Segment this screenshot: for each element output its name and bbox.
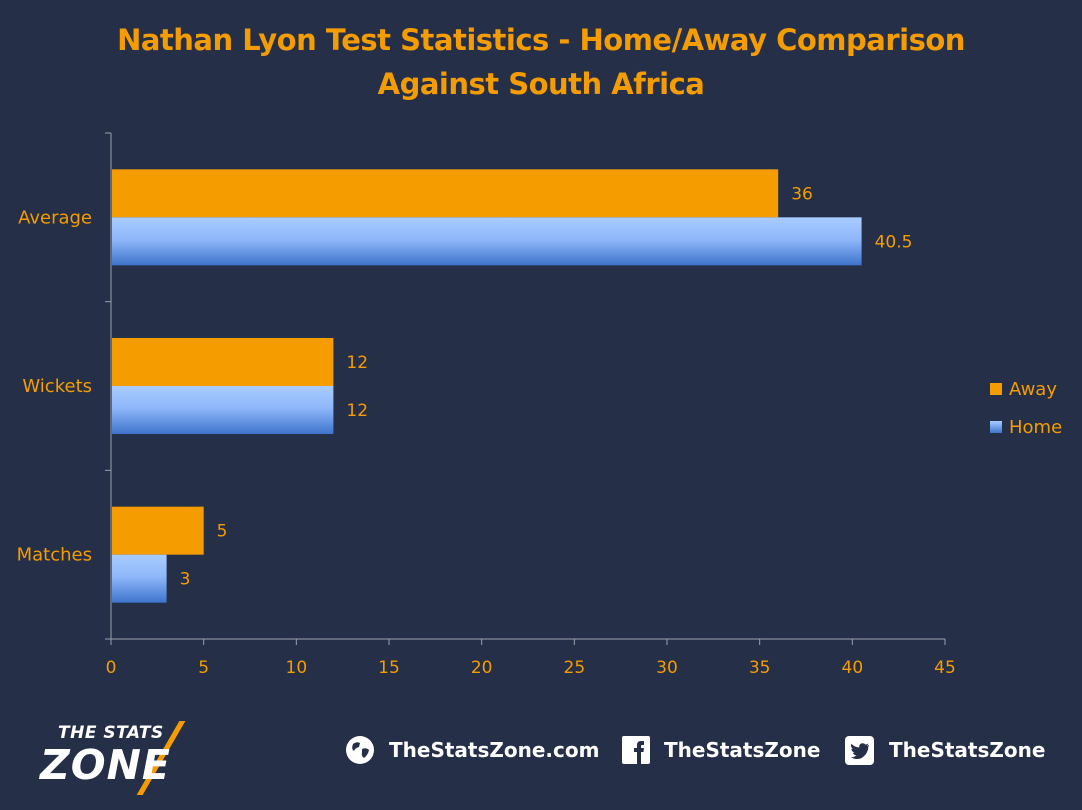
chart-title-block: Nathan Lyon Test Statistics - Home/Away … <box>0 18 1082 106</box>
logo-bottom-text: ZONE <box>40 741 171 789</box>
chart-subtitle: Against South Africa <box>377 67 705 101</box>
legend-item-away: Away <box>990 370 1062 408</box>
chart-legend: Away Home <box>990 370 1062 446</box>
legend-item-home: Home <box>990 408 1062 446</box>
data-label-home: 3 <box>180 570 191 590</box>
x-tick-label: 40 <box>842 658 864 678</box>
category-label: Average <box>18 207 92 228</box>
x-tick-label: 25 <box>564 658 586 678</box>
x-tick-label: 30 <box>656 658 678 678</box>
data-label-away: 36 <box>791 184 813 204</box>
bar-away <box>112 169 779 218</box>
x-tick-label: 20 <box>471 658 493 678</box>
bar-away <box>112 506 204 555</box>
website-link[interactable]: TheStatsZone.com <box>345 735 599 765</box>
bar-away <box>112 338 334 386</box>
twitter-icon <box>845 736 874 765</box>
x-tick-label: 35 <box>749 658 771 678</box>
data-label-away: 5 <box>217 522 228 542</box>
twitter-text: TheStatsZone <box>889 738 1046 762</box>
facebook-text: TheStatsZone <box>664 738 821 762</box>
website-text: TheStatsZone.com <box>389 738 600 762</box>
bar-home <box>112 217 862 266</box>
footer: THE STATS ZONE TheStatsZone.com TheStats… <box>0 715 1082 805</box>
logo-top-text: THE STATS <box>58 723 164 743</box>
facebook-icon <box>622 736 650 764</box>
x-tick-label: 15 <box>378 658 400 678</box>
globe-icon <box>346 736 374 764</box>
facebook-link[interactable]: TheStatsZone <box>622 735 820 765</box>
data-label-away: 12 <box>346 353 368 373</box>
bar-home <box>112 386 334 434</box>
legend-label-home: Home <box>1009 416 1063 438</box>
data-label-home: 40.5 <box>875 232 913 252</box>
chart-title: Nathan Lyon Test Statistics - Home/Away … <box>117 23 965 57</box>
x-tick-label: 5 <box>198 658 209 678</box>
category-label: Wickets <box>22 376 92 397</box>
stats-zone-logo: THE STATS ZONE <box>40 721 230 795</box>
data-label-home: 12 <box>346 401 368 421</box>
twitter-link[interactable]: TheStatsZone <box>845 735 1045 765</box>
legend-swatch-away <box>990 383 1002 395</box>
category-label: Matches <box>17 545 92 566</box>
x-tick-label: 10 <box>286 658 308 678</box>
legend-label-away: Away <box>1009 378 1057 400</box>
x-tick-label: 45 <box>934 658 956 678</box>
x-tick-label: 0 <box>106 658 117 678</box>
bar-chart: 0 5 10 15 20 25 30 35 40 45Average3640.5Wickets12… <box>17 132 956 678</box>
legend-swatch-home <box>990 421 1002 433</box>
bar-home <box>112 554 167 603</box>
